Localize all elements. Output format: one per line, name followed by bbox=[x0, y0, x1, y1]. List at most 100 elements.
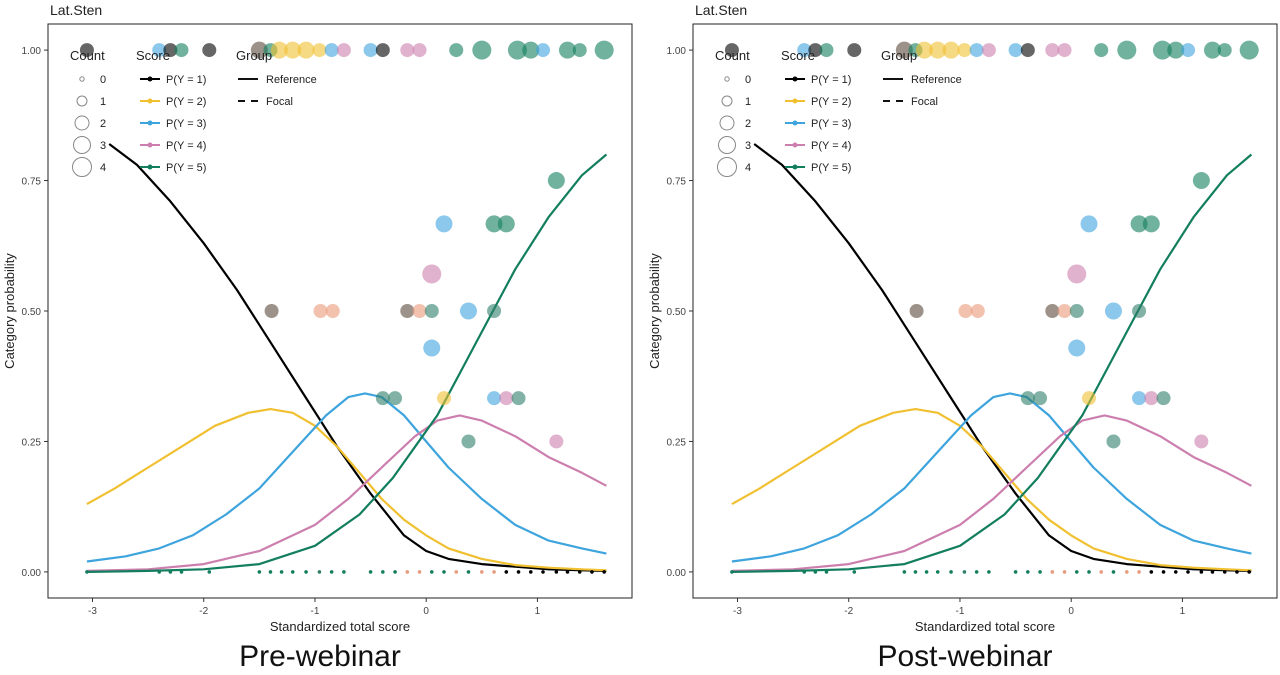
data-point bbox=[412, 304, 427, 318]
data-point bbox=[1104, 302, 1122, 320]
legend-group-label: Focal bbox=[266, 96, 293, 108]
data-point bbox=[1194, 434, 1209, 449]
y-tick-label: 0.75 bbox=[22, 177, 42, 188]
y-axis-label: Category probability bbox=[647, 253, 662, 369]
legend-title-group: Group bbox=[881, 48, 917, 63]
data-point bbox=[1132, 391, 1147, 406]
data-point bbox=[1045, 304, 1060, 318]
y-axis-label: Category probability bbox=[2, 253, 17, 369]
data-point-zero bbox=[813, 570, 818, 574]
data-point bbox=[1106, 434, 1121, 449]
legend-score-label: P(Y = 5) bbox=[166, 162, 206, 174]
data-point bbox=[1192, 172, 1210, 190]
legend-count-key bbox=[76, 95, 88, 107]
data-point-zero bbox=[577, 570, 582, 574]
data-point-zero bbox=[730, 570, 734, 574]
legend-count-label: 1 bbox=[745, 96, 751, 108]
data-point-zero bbox=[492, 570, 496, 574]
legend-score-dot bbox=[147, 98, 153, 104]
data-point bbox=[1008, 43, 1023, 58]
legend-count-label: 4 bbox=[100, 162, 106, 174]
x-tick-label: -3 bbox=[88, 606, 97, 617]
x-tick-label: 1 bbox=[1180, 606, 1186, 617]
data-point bbox=[400, 43, 415, 58]
data-point-zero bbox=[1050, 570, 1055, 574]
panel-caption: Pre-webinar bbox=[239, 640, 401, 673]
data-point-zero bbox=[1026, 570, 1030, 574]
data-point-zero bbox=[85, 570, 89, 574]
data-point-zero bbox=[429, 570, 434, 574]
data-point bbox=[270, 41, 288, 59]
data-point bbox=[1181, 43, 1196, 58]
data-point-zero bbox=[924, 570, 929, 574]
data-point bbox=[264, 304, 279, 318]
data-point-zero bbox=[1013, 570, 1018, 574]
series-line-p3 bbox=[731, 392, 1252, 563]
legend-count-label: 2 bbox=[745, 118, 751, 130]
legend-score-dot bbox=[147, 164, 153, 170]
data-point-zero bbox=[541, 570, 545, 574]
data-point bbox=[1080, 215, 1098, 233]
legend-count-key bbox=[719, 115, 735, 131]
legend-score-label: P(Y = 3) bbox=[811, 118, 851, 130]
legend-count-label: 0 bbox=[745, 74, 751, 86]
data-point-zero bbox=[393, 570, 397, 574]
data-point bbox=[461, 434, 476, 449]
legend-title-score: Score bbox=[781, 48, 815, 63]
y-tick-label: 0.25 bbox=[667, 437, 687, 448]
data-point-zero bbox=[852, 570, 857, 574]
data-point bbox=[497, 215, 515, 233]
data-point bbox=[485, 215, 503, 233]
y-tick-label: 0.50 bbox=[22, 307, 42, 318]
data-point-zero bbox=[1062, 570, 1067, 574]
y-tick-label: 0.00 bbox=[22, 568, 42, 579]
data-point bbox=[1057, 43, 1072, 58]
data-point bbox=[1144, 391, 1159, 406]
data-point bbox=[324, 43, 339, 58]
series-line-p4 bbox=[731, 414, 1252, 572]
data-point bbox=[547, 172, 565, 190]
data-point bbox=[536, 43, 551, 58]
data-point bbox=[312, 43, 327, 58]
x-tick-label: 0 bbox=[1068, 606, 1074, 617]
data-point-zero bbox=[1099, 570, 1104, 574]
legend-count-label: 3 bbox=[100, 140, 106, 152]
x-tick-label: -2 bbox=[844, 606, 853, 617]
y-tick-label: 1.00 bbox=[667, 46, 687, 57]
data-point bbox=[412, 43, 427, 58]
legend-count-label: 0 bbox=[100, 74, 106, 86]
x-tick-label: 1 bbox=[535, 606, 541, 617]
legend-count-label: 4 bbox=[745, 162, 751, 174]
data-point-zero bbox=[1222, 570, 1227, 574]
legend-count-key bbox=[724, 76, 730, 82]
data-point-zero bbox=[902, 570, 907, 574]
data-point-zero bbox=[1111, 570, 1116, 574]
y-tick-label: 0.75 bbox=[667, 177, 687, 188]
legend-title-count: Count bbox=[70, 48, 105, 63]
data-point bbox=[1068, 339, 1086, 357]
data-point-zero bbox=[1038, 570, 1042, 574]
data-point bbox=[437, 391, 452, 406]
data-point bbox=[549, 434, 564, 449]
data-point bbox=[284, 41, 302, 59]
legend-score-label: P(Y = 3) bbox=[166, 118, 206, 130]
y-tick-label: 0.25 bbox=[22, 437, 42, 448]
data-point-zero bbox=[279, 570, 284, 574]
data-point bbox=[507, 40, 527, 60]
data-point bbox=[1217, 43, 1232, 58]
data-point-zero bbox=[802, 570, 807, 574]
data-point bbox=[1045, 43, 1060, 58]
data-point bbox=[1067, 264, 1087, 284]
legend-score-label: P(Y = 2) bbox=[811, 96, 851, 108]
legend-score-label: P(Y = 1) bbox=[811, 74, 851, 86]
data-point bbox=[929, 41, 947, 59]
data-point bbox=[325, 304, 340, 318]
plot-frame bbox=[47, 23, 633, 599]
data-point bbox=[313, 304, 328, 318]
data-point bbox=[400, 304, 415, 318]
data-point bbox=[163, 43, 178, 58]
data-point bbox=[909, 304, 924, 318]
legend-score-dot bbox=[792, 142, 798, 148]
data-point bbox=[942, 41, 960, 59]
chart-pre: Lat.Sten 0.00 0.25 0.50 0.75 1.00 -3 -2 -1 0 1 Stan… bbox=[2, 2, 633, 634]
